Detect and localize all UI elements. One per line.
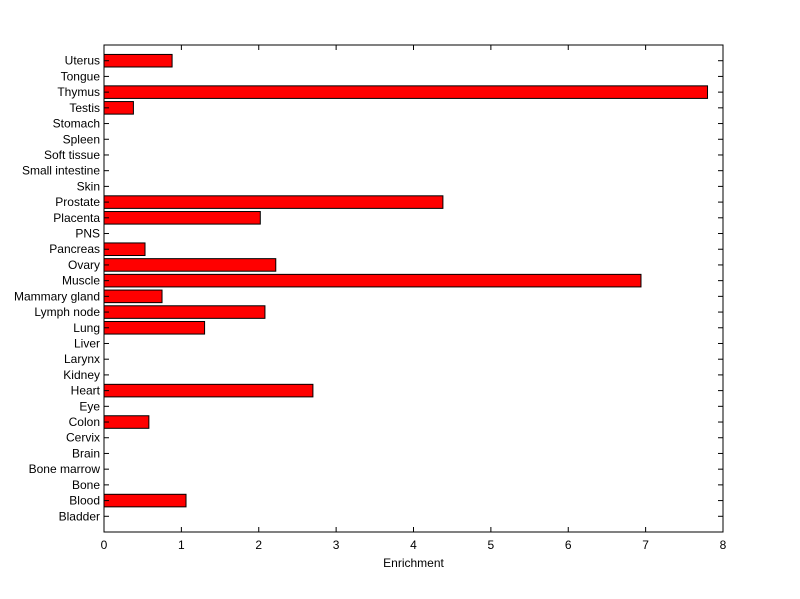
y-tick-label: PNS [75, 227, 100, 241]
x-tick-label: 0 [101, 538, 108, 552]
y-tick-label: Placenta [53, 211, 100, 225]
x-tick-label: 3 [333, 538, 340, 552]
bar-blood [103, 493, 187, 508]
y-tick-label: Liver [74, 336, 100, 350]
bar-lung [103, 320, 206, 335]
y-tick-label: Tongue [61, 69, 101, 83]
y-tick-label: Uterus [65, 54, 100, 68]
bars-group [103, 53, 709, 508]
x-tick-label: 8 [720, 538, 727, 552]
y-tick-label: Bladder [59, 509, 100, 523]
y-tick-label: Ovary [68, 258, 100, 272]
x-tick-label: 1 [178, 538, 185, 552]
bar-lymph-node [103, 305, 266, 319]
y-tick-label: Heart [71, 384, 101, 398]
y-tick-label: Spleen [63, 132, 100, 146]
y-tick-label: Lung [73, 321, 100, 335]
y-tick-label: Larynx [64, 352, 100, 366]
x-tick-label: 7 [642, 538, 649, 552]
y-tick-label: Brain [72, 446, 100, 460]
y-tick-label: Mammary gland [14, 289, 100, 303]
y-tick-label: Stomach [53, 117, 100, 131]
y-tick-label: Cervix [66, 431, 100, 445]
x-axis: 0 1 2 3 4 5 6 7 8 [101, 45, 727, 552]
y-tick-label: Small intestine [22, 164, 100, 178]
y-tick-label: Colon [69, 415, 100, 429]
y-tick-label: Soft tissue [44, 148, 100, 162]
x-tick-label: 4 [410, 538, 417, 552]
bar-prostate [103, 195, 444, 209]
y-tick-label: Bone [72, 478, 100, 492]
y-tick-label: Blood [69, 494, 100, 508]
x-axis-label: Enrichment [383, 556, 444, 570]
bar-mammary-gland [103, 289, 163, 304]
x-tick-label: 2 [255, 538, 262, 552]
y-tick-label: Bone marrow [29, 462, 101, 476]
y-tick-label: Kidney [63, 368, 100, 382]
y-tick-label: Pancreas [49, 242, 100, 256]
y-tick-label: Lymph node [34, 305, 100, 319]
bar-muscle [103, 273, 642, 288]
bar-placenta [103, 211, 261, 225]
bar-colon [103, 415, 150, 429]
plot-frame [103, 44, 724, 533]
y-tick-label: Prostate [55, 195, 100, 209]
y-tick-label: Muscle [62, 274, 100, 288]
y-tick-label: Testis [69, 101, 100, 115]
x-tick-label: 6 [565, 538, 572, 552]
y-tick-label: Eye [79, 399, 100, 413]
bar-pancreas [103, 242, 146, 257]
y-tick-label: Thymus [57, 85, 100, 99]
bar-heart [103, 383, 314, 398]
bar-uterus [103, 53, 173, 68]
y-tick-label: Skin [77, 179, 100, 193]
x-tick-label: 5 [488, 538, 495, 552]
bar-ovary [103, 258, 277, 272]
bar-thymus [103, 85, 709, 99]
